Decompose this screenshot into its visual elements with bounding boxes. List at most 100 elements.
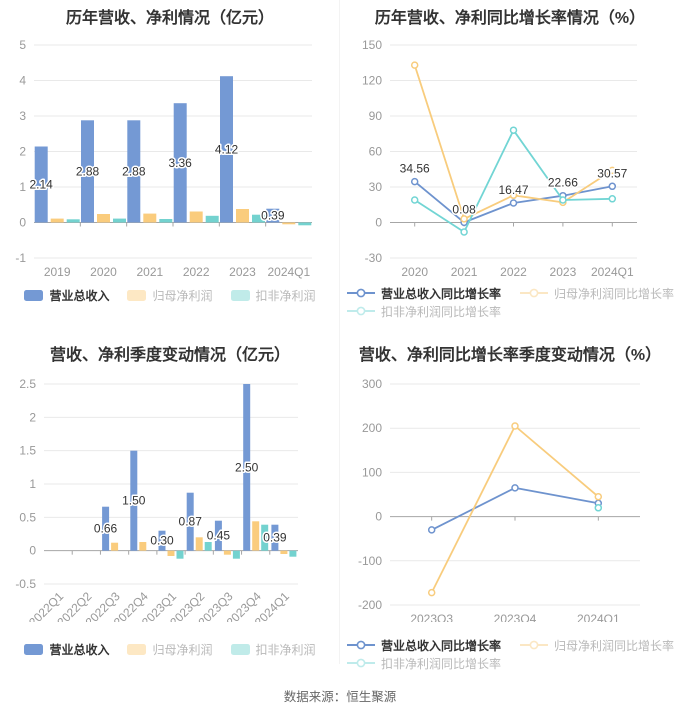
- legend-swatch-icon: [230, 289, 250, 301]
- svg-text:1.5: 1.5: [19, 444, 36, 458]
- legend-swatch-icon: [230, 643, 250, 655]
- legend: 营业总收入同比增长率 归母净利润同比增长率扣非净利润同比增长率: [340, 636, 680, 672]
- svg-text:2022: 2022: [500, 265, 527, 279]
- svg-text:30: 30: [369, 180, 383, 194]
- legend-item-quarterly-growth-rate-0[interactable]: 营业总收入同比增长率: [346, 637, 501, 654]
- legend-item-annual-growth-rate-1[interactable]: 归母净利润同比增长率: [519, 285, 674, 302]
- gridlines: [390, 44, 637, 259]
- legend-item-annual-growth-rate-0[interactable]: 营业总收入同比增长率: [346, 285, 501, 302]
- svg-text:300: 300: [362, 377, 382, 391]
- line-marker-icon: [520, 288, 548, 298]
- chart-title: 营收、净利季度变动情况（亿元）: [49, 347, 290, 364]
- chart-title: 历年营收、净利情况（亿元）: [65, 10, 274, 27]
- gridlines: [390, 383, 640, 606]
- line-marker-icon: [346, 658, 375, 668]
- legend-label: 营业总收入同比增长率: [380, 638, 501, 653]
- data-source-label: 数据来源：恒生聚源: [283, 690, 397, 704]
- svg-text:1: 1: [19, 180, 26, 194]
- svg-text:1: 1: [29, 477, 36, 491]
- x-axis-labels: 2022Q12022Q22022Q32022Q42023Q12023Q22023…: [26, 589, 292, 622]
- line-marker-icon: [346, 640, 375, 650]
- legend: 营业总收入 归母净利润 扣非净利润: [0, 640, 340, 658]
- svg-text:2024Q1: 2024Q1: [577, 612, 620, 622]
- svg-text:2023Q4: 2023Q4: [494, 612, 537, 622]
- legend-label: 营业总收入: [49, 288, 110, 303]
- data-label: 16.47: [498, 183, 528, 197]
- gridlines: [34, 44, 312, 259]
- data-label: 2.50: [235, 460, 259, 474]
- svg-text:120: 120: [362, 74, 382, 88]
- legend-item-quarterly-revenue-profit-1[interactable]: 归母净利润: [127, 641, 213, 658]
- data-label: 4.12: [215, 142, 239, 156]
- legend-label: 扣非净利润同比增长率: [380, 304, 501, 319]
- svg-text:2.5: 2.5: [19, 377, 36, 391]
- bar-series-1: [111, 521, 288, 556]
- svg-text:0: 0: [375, 510, 382, 524]
- legend-swatch-icon: [24, 643, 44, 655]
- data-label: 2.88: [122, 164, 146, 178]
- y-axis-labels: -30 0 30 60 90 120 150: [362, 38, 382, 265]
- line-marker-icon: [346, 288, 375, 298]
- legend-label: 归母净利润同比增长率: [554, 638, 675, 653]
- legend-swatch-icon: [127, 289, 147, 301]
- svg-text:2023Q3: 2023Q3: [410, 612, 453, 622]
- svg-text:0: 0: [19, 216, 26, 230]
- svg-text:-1: -1: [15, 251, 26, 265]
- svg-text:90: 90: [369, 109, 383, 123]
- chart-title: 营收、净利同比增长率季度变动情况（%）: [358, 347, 662, 364]
- column-divider: [339, 0, 340, 664]
- data-label: 1.50: [122, 494, 146, 508]
- legend-item-quarterly-growth-rate-2[interactable]: 扣非净利润同比增长率: [346, 655, 501, 672]
- legend-label: 营业总收入同比增长率: [380, 286, 501, 301]
- data-label: 0.87: [179, 515, 203, 529]
- annual-growth-line-plot: -30 0 30 60 90 120 150 2020 2021 2022 2023 2024Q1 34…: [362, 38, 637, 279]
- x-axis-ticks: [71, 550, 271, 555]
- svg-text:4: 4: [19, 74, 26, 88]
- legend: 营业总收入 归母净利润 扣非净利润: [0, 286, 340, 304]
- legend-item-annual-revenue-profit-1[interactable]: 归母净利润: [127, 287, 213, 304]
- legend-item-annual-revenue-profit-2[interactable]: 扣非净利润: [230, 287, 316, 304]
- legend-item-annual-growth-rate-2[interactable]: 扣非净利润同比增长率: [346, 303, 501, 320]
- svg-text:2: 2: [19, 145, 26, 159]
- bar-series-0: [102, 384, 279, 551]
- x-axis-labels: 2020 2021 2022 2023 2024Q1: [401, 265, 634, 279]
- line-marker-icon: [520, 640, 548, 650]
- chart-title: 历年营收、净利同比增长率情况（%）: [374, 10, 646, 27]
- svg-text:2: 2: [29, 410, 36, 424]
- legend-item-annual-revenue-profit-0[interactable]: 营业总收入: [24, 287, 109, 304]
- x-axis-ticks: [79, 222, 267, 227]
- bar-series-2: [176, 524, 297, 559]
- svg-text:0: 0: [375, 216, 382, 230]
- svg-text:5: 5: [19, 38, 26, 52]
- bar-series-0: [34, 76, 280, 223]
- legend-item-quarterly-revenue-profit-0[interactable]: 营业总收入: [24, 641, 109, 658]
- svg-text:-100: -100: [358, 554, 382, 568]
- line-series-0: [427, 484, 603, 534]
- svg-text:2023: 2023: [550, 265, 577, 279]
- legend-item-quarterly-growth-rate-1[interactable]: 归母净利润同比增长率: [519, 637, 674, 654]
- legend-label: 归母净利润同比增长率: [554, 286, 675, 301]
- svg-text:100: 100: [362, 465, 382, 479]
- data-label: 30.57: [597, 166, 627, 180]
- x-axis-ticks: [414, 222, 613, 227]
- svg-text:150: 150: [362, 38, 382, 52]
- svg-text:200: 200: [362, 421, 382, 435]
- data-label: 3.36: [168, 156, 192, 170]
- y-axis-labels: -200 -100 0 100 200 300: [358, 377, 382, 612]
- svg-text:2022: 2022: [183, 265, 210, 279]
- legend-item-quarterly-revenue-profit-2[interactable]: 扣非净利润: [230, 641, 316, 658]
- y-axis-labels: -0.5 0 0.5 1 1.5 2 2.5: [15, 377, 36, 591]
- legend-label: 扣非净利润: [255, 642, 316, 657]
- quarterly-bar-plot: -0.5 0 0.5 1 1.5 2 2.5 2022Q12022Q22022Q32022Q4…: [15, 377, 298, 622]
- svg-text:2020: 2020: [90, 265, 117, 279]
- data-label: 0.39: [263, 531, 287, 545]
- line-series-1: [427, 422, 603, 597]
- data-label: 0.39: [261, 209, 285, 223]
- quarterly-growth-line-plot: -200 -100 0 100 200 300 2023Q3 2023Q4 2024Q1: [358, 377, 640, 622]
- line-marker-icon: [346, 306, 375, 316]
- gridlines: [44, 383, 298, 585]
- legend-label: 扣非净利润同比增长率: [380, 656, 501, 671]
- data-label: 0.08: [452, 202, 476, 216]
- svg-text:0.5: 0.5: [19, 510, 36, 524]
- data-label: 34.56: [400, 162, 430, 176]
